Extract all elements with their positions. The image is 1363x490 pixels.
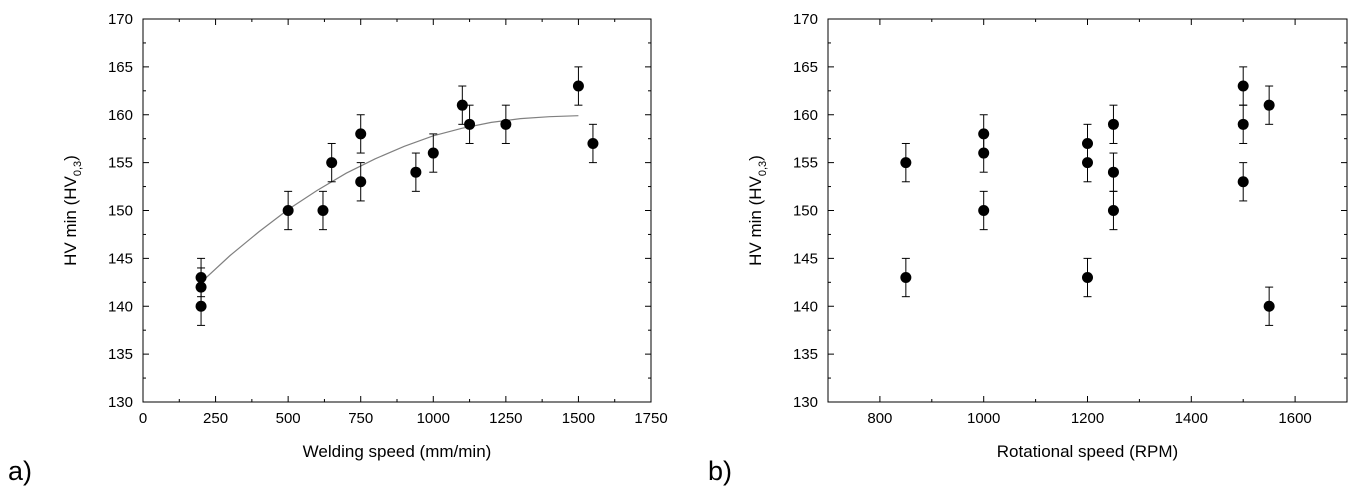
- y-tick-label: 140: [108, 298, 133, 315]
- data-point: [1237, 176, 1249, 188]
- data-point: [1107, 166, 1119, 178]
- data-point: [464, 118, 476, 130]
- y-tick-label: 135: [793, 346, 818, 363]
- data-point: [427, 147, 439, 159]
- y-tick-label: 170: [793, 11, 818, 28]
- y-tick-label: 145: [793, 250, 818, 267]
- data-point: [410, 166, 422, 178]
- data-point: [1237, 118, 1249, 130]
- x-tick-label: 1250: [489, 410, 522, 427]
- y-tick-label: 130: [108, 394, 133, 411]
- panel-label: a): [8, 456, 32, 486]
- data-point: [587, 137, 599, 149]
- x-tick-label: 250: [203, 410, 228, 427]
- x-tick-label: 1600: [1278, 410, 1311, 427]
- data-point: [1082, 137, 1093, 149]
- x-tick-label: 800: [867, 410, 892, 427]
- y-tick-label: 160: [108, 107, 133, 124]
- x-axis-label: Welding speed (mm/min): [303, 442, 492, 461]
- data-point: [355, 128, 367, 140]
- y-axis-label: HV min (HV0,3): [61, 155, 84, 266]
- data-point: [1263, 99, 1275, 111]
- data-point: [1263, 300, 1275, 312]
- data-point: [900, 272, 912, 284]
- x-axis-label: Rotational speed (RPM): [997, 442, 1178, 461]
- y-tick-label: 170: [108, 11, 133, 28]
- plot-frame: [142, 18, 652, 403]
- data-point: [1082, 272, 1093, 284]
- data-point: [500, 118, 512, 130]
- x-tick-label: 0: [139, 410, 147, 427]
- data-point: [900, 157, 912, 169]
- y-tick-label: 145: [108, 250, 133, 267]
- x-tick-label: 500: [276, 410, 301, 427]
- y-tick-label: 135: [108, 346, 133, 363]
- x-tick-label: 1000: [417, 410, 450, 427]
- y-tick-label: 165: [108, 59, 133, 76]
- x-tick-label: 1200: [1071, 410, 1104, 427]
- data-point: [355, 176, 367, 188]
- data-point: [1107, 118, 1119, 130]
- y-tick-label: 140: [793, 298, 818, 315]
- x-tick-label: 1500: [562, 410, 595, 427]
- y-tick-label: 160: [793, 107, 818, 124]
- x-tick-label: 1750: [634, 410, 667, 427]
- data-point: [572, 80, 584, 92]
- data-point: [1107, 205, 1119, 216]
- chart-panel-b: 800 1000 1200 1400 1600 130 135 140 145 150 155 160…: [708, 11, 1348, 486]
- panel-label: b): [708, 456, 732, 486]
- chart-panel-a: 0 250 500 750 1000 1250 1500 1750 130 135 140 145 15…: [8, 11, 668, 486]
- data-point: [1237, 80, 1249, 92]
- y-axis-label: HV min (HV0,3): [746, 155, 769, 266]
- data-point: [978, 205, 990, 216]
- x-tick-label: 1400: [1175, 410, 1208, 427]
- plot-frame: [827, 18, 1348, 403]
- x-tick-label: 750: [348, 410, 373, 427]
- x-tick-label: 1000: [967, 410, 1000, 427]
- y-tick-label: 155: [793, 155, 818, 172]
- data-point: [195, 272, 207, 284]
- y-tick-label: 150: [793, 203, 818, 220]
- data-point: [282, 205, 294, 216]
- data-point: [456, 99, 468, 111]
- y-tick-label: 165: [793, 59, 818, 76]
- data-point: [326, 157, 338, 169]
- data-point: [317, 205, 329, 216]
- y-tick-label: 130: [793, 394, 818, 411]
- y-tick-label: 150: [108, 203, 133, 220]
- y-tick-label: 155: [108, 155, 133, 172]
- data-point: [978, 128, 990, 140]
- fit-curve: [200, 115, 579, 283]
